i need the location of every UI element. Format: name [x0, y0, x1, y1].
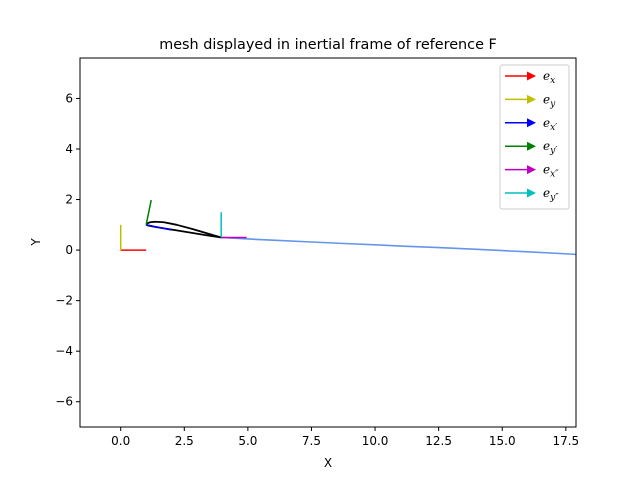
legend-items: ex ey ex′ ey′ ex″ ey″ [505, 69, 559, 203]
y-tick-label: −6 [55, 395, 73, 409]
chart-title: mesh displayed in inertial frame of refe… [159, 37, 497, 53]
x-tick-label: 15.0 [489, 434, 516, 448]
x-tick-label: 17.5 [552, 434, 579, 448]
x-tick-label: 2.5 [175, 434, 194, 448]
legend-arrowhead [527, 118, 536, 128]
legend-label: ey′ [543, 139, 557, 156]
x-tick-label: 0.0 [111, 434, 130, 448]
x-tick-label: 5.0 [238, 434, 257, 448]
x-axis-label: X [324, 456, 332, 470]
legend-label: ex″ [543, 163, 559, 180]
legend-label: ey″ [543, 186, 559, 203]
y-tick-label: −4 [55, 344, 73, 358]
legend-item-eypp: ey″ [505, 186, 559, 203]
legend-arrowhead [527, 141, 536, 151]
y-tick-label: 4 [65, 142, 73, 156]
y-axis-label: Y [29, 238, 43, 247]
y-tick-label: 2 [65, 193, 73, 207]
wake-line [221, 236, 577, 256]
x-tick-label: 10.0 [362, 434, 389, 448]
vector-layer [119, 199, 247, 251]
legend-item-ex: ex [505, 69, 555, 86]
vector-exp [145, 224, 172, 231]
legend-label: ex′ [543, 116, 557, 133]
y-axis-ticks: −6 −4 −2 0 2 4 6 [55, 91, 80, 409]
x-tick-label: 7.5 [302, 434, 321, 448]
x-tick-label: 12.5 [425, 434, 452, 448]
legend-item-exp: ex′ [505, 116, 557, 133]
legend-arrowhead [527, 165, 536, 175]
vector-eyp [145, 199, 152, 225]
y-tick-label: 0 [65, 243, 73, 257]
legend-box [499, 64, 570, 210]
legend-label: ex [543, 69, 555, 86]
legend-item-eyp: ey′ [505, 139, 557, 156]
legend-arrowhead [527, 94, 536, 104]
y-tick-label: 6 [65, 91, 73, 105]
legend-item-expp: ex″ [505, 163, 559, 180]
legend-item-ey: ey [505, 92, 556, 109]
y-tick-label: −2 [55, 294, 73, 308]
legend-label: ey [543, 92, 556, 109]
plot-frame [79, 57, 577, 428]
plot-area [79, 57, 577, 428]
legend-arrowhead [527, 71, 536, 81]
legend-arrowhead [527, 188, 536, 198]
x-axis-ticks: 0.0 2.5 5.0 7.5 10.0 12.5 15.0 17.5 [111, 427, 579, 448]
legend: ex ey ex′ ey′ ex″ ey″ [499, 64, 570, 210]
